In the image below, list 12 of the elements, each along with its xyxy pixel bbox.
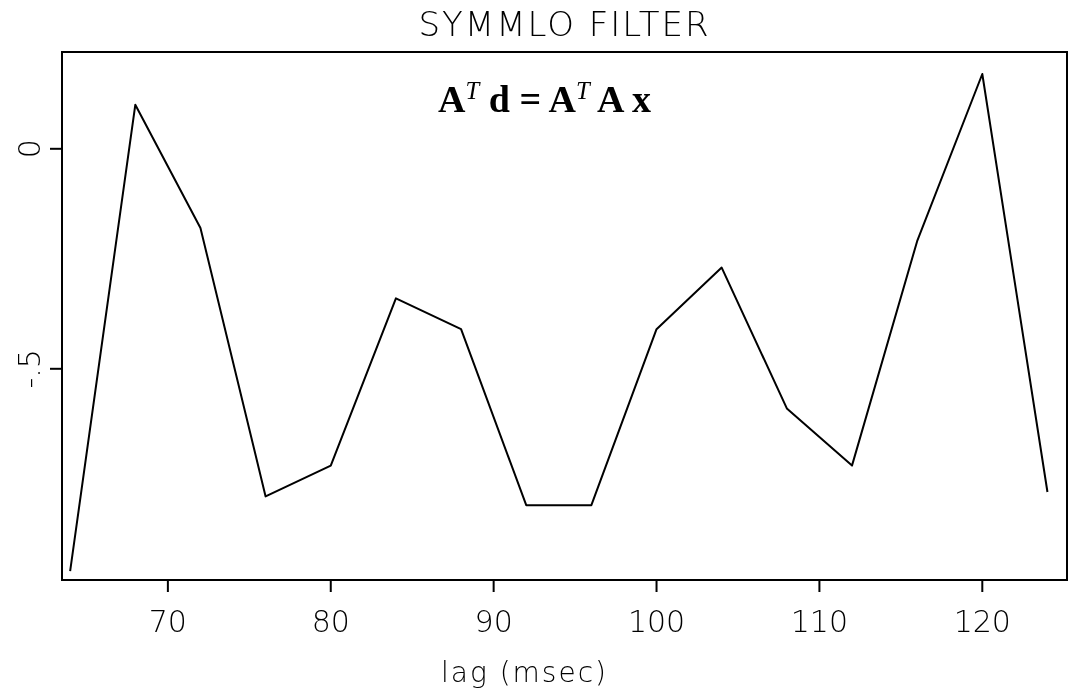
x-tick-label: 120 (953, 604, 1011, 639)
annotation: A$^{T}$ d = A$^{T}$ A x (438, 76, 651, 120)
x-tick-label: 70 (148, 604, 187, 639)
x-axis-title: lag (msec) (441, 656, 608, 689)
y-tick-label: 0 (12, 139, 47, 159)
x-tick-label: 100 (627, 604, 686, 639)
line-series (69, 73, 1049, 573)
x-tick-label: 80 (311, 604, 350, 639)
x-tick-label: 90 (474, 604, 513, 639)
x-tick-label: 110 (790, 604, 849, 639)
chart-title: SYMMLO FILTER (418, 4, 711, 44)
y-tick-label: -.5 (12, 349, 47, 389)
